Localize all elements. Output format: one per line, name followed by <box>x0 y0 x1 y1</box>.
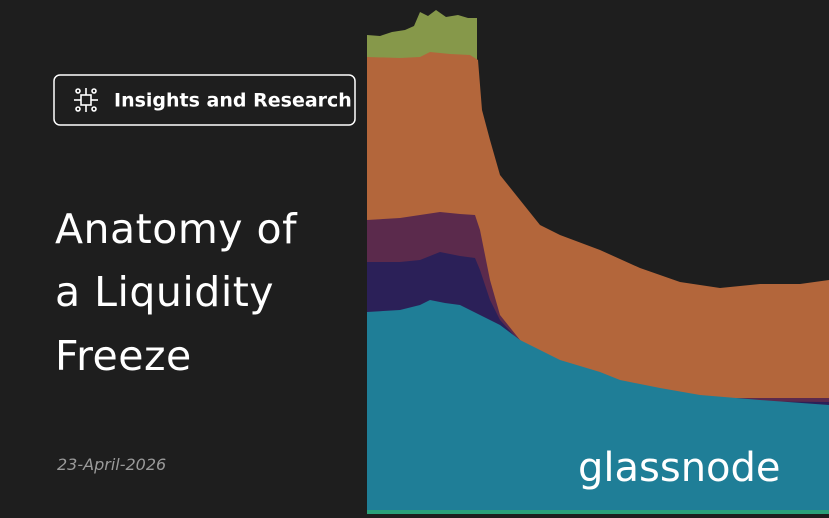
baseline-strip <box>367 510 829 514</box>
badge-icon <box>74 88 98 112</box>
decorative-chart <box>367 10 829 514</box>
badge: Insights and Research <box>53 74 356 126</box>
title-line: Freeze <box>55 332 192 380</box>
area-teal <box>367 300 829 512</box>
title-line: Anatomy of <box>55 205 298 253</box>
badge-border <box>53 74 356 126</box>
badge-label: Insights and Research <box>114 90 352 112</box>
date: 23-April-2026 <box>57 455 166 474</box>
title-line: a Liquidity <box>55 268 274 316</box>
logo: glassnode <box>578 445 781 491</box>
